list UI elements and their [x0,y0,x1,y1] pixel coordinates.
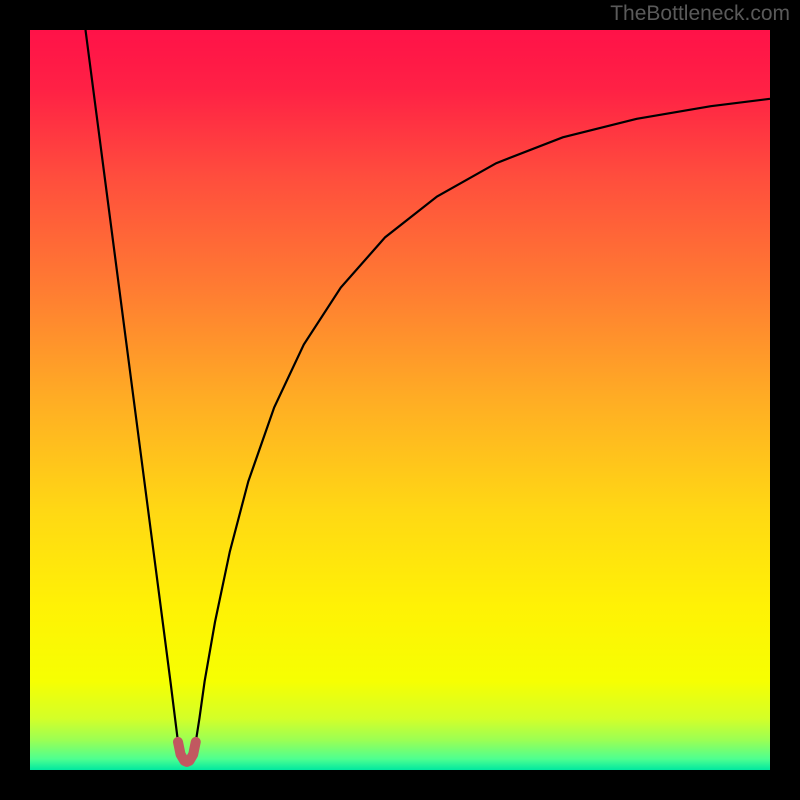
watermark-text: TheBottleneck.com [610,2,790,26]
chart-svg [0,0,800,800]
chart-background [30,30,770,770]
bottleneck-chart: TheBottleneck.com [0,0,800,800]
